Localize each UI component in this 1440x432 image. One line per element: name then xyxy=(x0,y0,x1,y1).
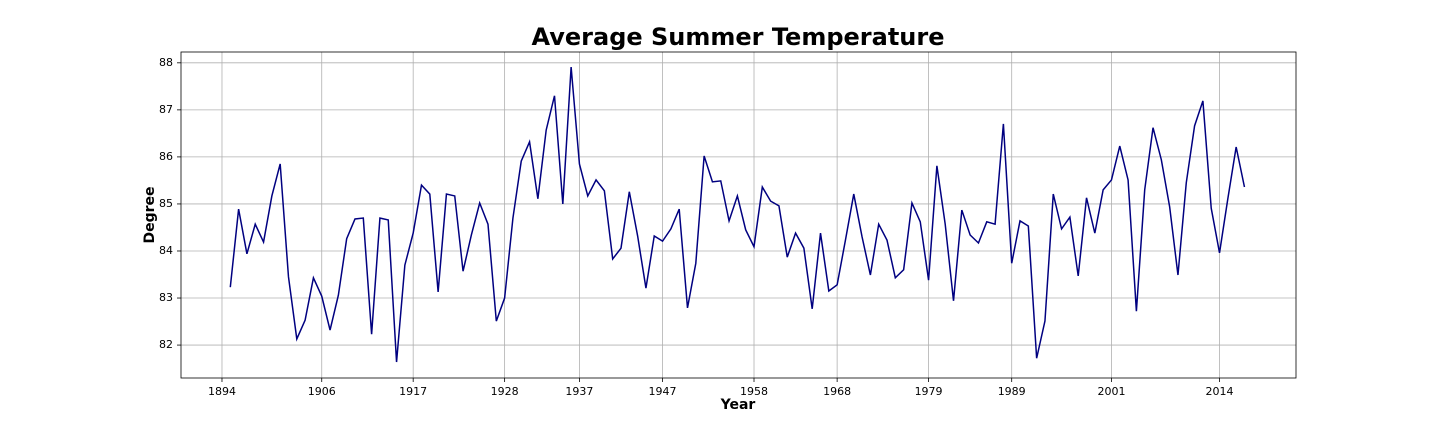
x-tick-label: 1947 xyxy=(649,385,677,398)
x-tick-label: 2014 xyxy=(1206,385,1234,398)
plot-frame xyxy=(180,51,1297,379)
x-tick-label: 1917 xyxy=(399,385,427,398)
y-tick-label: 85 xyxy=(159,197,173,210)
x-tick-label: 1989 xyxy=(998,385,1026,398)
data-line xyxy=(229,66,1246,363)
x-tick-label: 1979 xyxy=(915,385,943,398)
y-tick-label: 86 xyxy=(159,150,173,163)
y-tick-label: 82 xyxy=(159,338,173,351)
x-tick-label: 1937 xyxy=(565,385,593,398)
x-axis-label: Year xyxy=(720,397,756,413)
y-tick-label: 83 xyxy=(159,291,173,304)
x-tick-label: 1928 xyxy=(491,385,519,398)
y-tick-label: 87 xyxy=(159,103,173,116)
plot-layer: 82 83 84 85 86 87 88 1894 1906 1917 1928 1937 1947 19… xyxy=(159,52,1296,398)
x-tick-label: 1894 xyxy=(208,385,236,398)
y-axis-label: Degree xyxy=(142,186,158,243)
x-tick-label: 1906 xyxy=(308,385,336,398)
y-tick-label: 84 xyxy=(159,244,173,257)
x-tick-label: 2001 xyxy=(1097,385,1125,398)
y-tick-label: 88 xyxy=(159,56,173,69)
chart-title: Average Summer Temperature xyxy=(532,23,945,51)
x-tick-label: 1958 xyxy=(740,385,768,398)
x-tick-label: 1968 xyxy=(823,385,851,398)
